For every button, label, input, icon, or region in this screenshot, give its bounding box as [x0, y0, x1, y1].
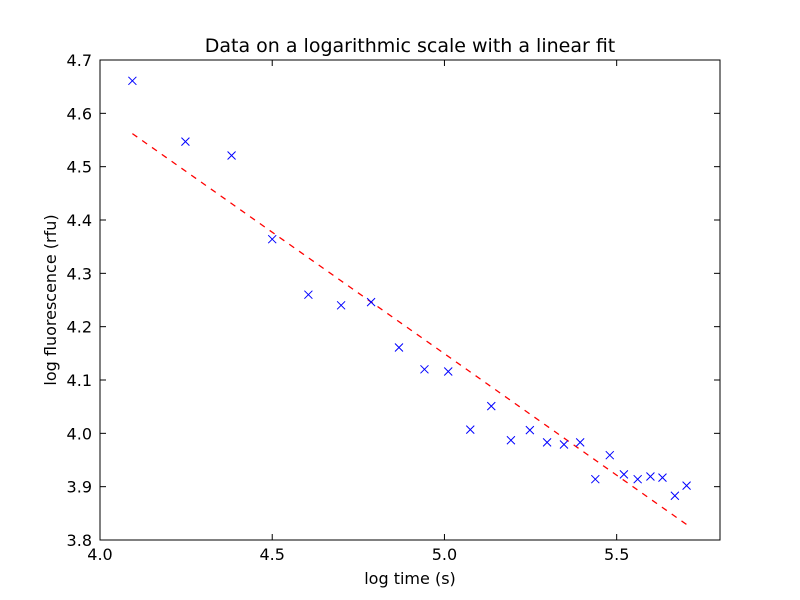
- y-tick-label: 4.1: [67, 371, 92, 390]
- data-point-marker: [443, 367, 453, 376]
- x-tick-label: 5.5: [604, 545, 629, 564]
- y-tick-label: 4.0: [67, 424, 92, 443]
- data-point-marker: [506, 435, 516, 445]
- data-point-marker: [658, 473, 667, 482]
- data-point-marker: [128, 76, 137, 86]
- x-tick-label: 4.0: [87, 545, 112, 564]
- y-tick-label: 3.8: [67, 531, 92, 550]
- y-axis-label: log fluorescence (rfu): [41, 214, 60, 385]
- x-tick-label: 5.0: [432, 545, 457, 564]
- data-point-marker: [542, 438, 552, 447]
- data-point-marker: [336, 300, 346, 310]
- data-point-marker: [267, 234, 277, 244]
- y-tick-label: 4.6: [67, 104, 92, 123]
- y-tick-label: 4.7: [67, 51, 92, 70]
- y-tick-label: 4.4: [67, 211, 92, 230]
- chart-title: Data on a logarithmic scale with a linea…: [205, 35, 616, 57]
- data-point-marker: [682, 481, 691, 490]
- data-point-marker: [605, 450, 615, 460]
- axes-frame: [99, 59, 721, 541]
- data-point-marker: [590, 474, 600, 484]
- y-tick-label: 4.5: [67, 158, 92, 177]
- x-axis-label: log time (s): [364, 569, 456, 588]
- data-point-marker: [394, 343, 404, 352]
- fit-line: [132, 133, 687, 526]
- y-tick-label: 4.2: [67, 318, 92, 337]
- data-point-marker: [575, 438, 585, 447]
- y-tick-label: 3.9: [67, 478, 92, 497]
- data-point-marker: [366, 297, 376, 307]
- data-point-marker: [465, 425, 475, 434]
- x-tick-label: 4.5: [259, 545, 284, 564]
- data-point-marker: [559, 440, 569, 449]
- data-point-marker: [227, 151, 236, 160]
- y-tick-label: 4.3: [67, 264, 92, 283]
- data-point-marker: [670, 491, 680, 501]
- data-point-marker: [619, 470, 629, 479]
- data-point-marker: [633, 474, 643, 484]
- data-point-marker: [486, 401, 496, 411]
- data-point-marker: [304, 290, 313, 300]
- data-point-marker: [420, 364, 429, 374]
- data-point-marker: [646, 472, 655, 481]
- plot-background: [100, 60, 720, 540]
- plot-area: 4.0 4.5 5.0 5.5 3.8 3.9 4.0 4.1 4.2 4.3 4.4 4.5 4.6 4…: [67, 51, 721, 564]
- data-point-marker: [181, 137, 190, 146]
- data-point-marker: [525, 425, 535, 435]
